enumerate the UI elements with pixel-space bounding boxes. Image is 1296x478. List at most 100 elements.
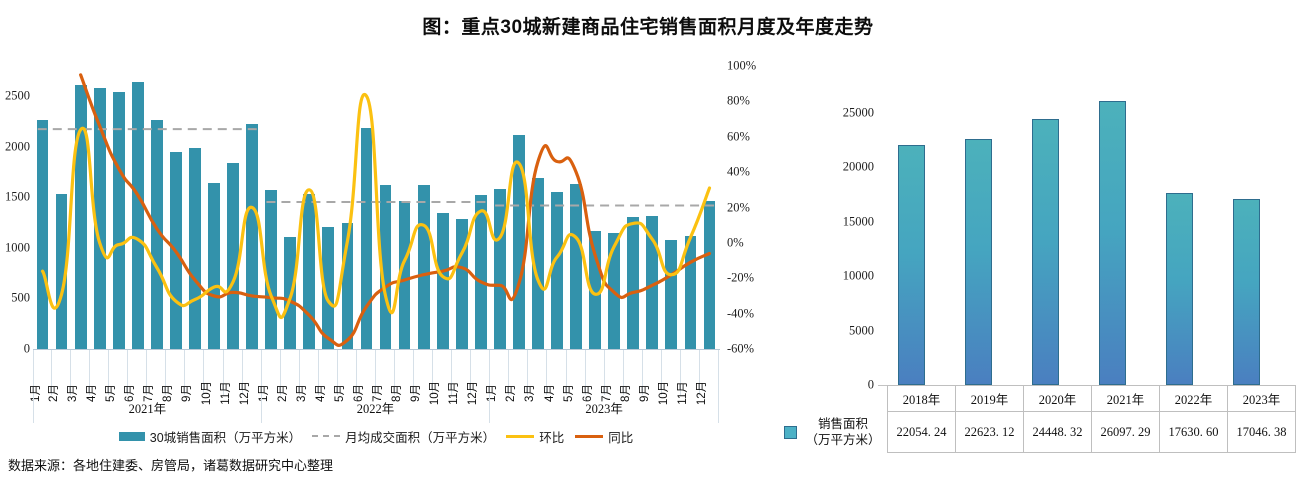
- annual-trend-chart: 0 5000 10000 15000 20000 25000 2018年 2019年 2020…: [778, 60, 1296, 453]
- legend-label-sales-area: 30城销售面积（万平方米）: [149, 430, 302, 445]
- table-column-header: 2022年: [1159, 385, 1228, 412]
- right-y-tick: 20%: [727, 200, 750, 214]
- month-tick-cell: 3月: [524, 350, 548, 402]
- legend-item-mom: 环比: [506, 427, 564, 446]
- table-column-header: 2019年: [955, 385, 1024, 412]
- month-tick-cell: 1月: [30, 350, 53, 402]
- month-tick-cell: 1月: [486, 350, 510, 402]
- monthly-bar: [570, 184, 582, 349]
- annual-y-tick: 15000: [842, 214, 874, 229]
- annual-bar: [1099, 100, 1126, 385]
- month-tick-cell: 8月: [162, 350, 186, 402]
- month-tick-cell: 5月: [563, 350, 586, 402]
- left-y-tick: 0: [23, 341, 30, 356]
- left-plot-area: [33, 66, 719, 349]
- left-y-tick: 2000: [5, 139, 30, 154]
- monthly-bar: [303, 194, 316, 349]
- year-group-label: 2023年: [490, 395, 719, 423]
- monthly-bar: [227, 162, 239, 349]
- month-tick-cell: 8月: [620, 350, 643, 402]
- monthly-bar: [74, 85, 87, 349]
- monthly-bar: [665, 239, 678, 349]
- table-cell-value: 24448. 32: [1023, 411, 1092, 453]
- table-cell-value: 17046. 38: [1227, 411, 1296, 453]
- left-y-axis: 0 500 1000 1500 2000 2500: [0, 66, 30, 356]
- monthly-bar: [208, 182, 220, 349]
- month-tick-cell: 4月: [86, 350, 110, 402]
- month-tick-cell: 3月: [296, 350, 319, 402]
- monthly-bar: [589, 230, 602, 349]
- month-tick-cell: 12月: [239, 350, 262, 405]
- annual-data-table: 2018年 2019年 2020年 2021年 2022年 2023年 销售面积 （万平方…: [778, 385, 1296, 453]
- month-tick-cell: 2月: [277, 350, 300, 402]
- table-corner: [778, 386, 888, 412]
- annual-y-axis: 0 5000 10000 15000 20000 25000: [818, 80, 874, 391]
- annual-y-tick: 25000: [842, 105, 874, 120]
- month-tick-cell: 10月: [658, 350, 681, 405]
- annual-bar: [965, 138, 992, 385]
- month-tick-cell: 11月: [220, 350, 243, 405]
- annual-y-tick: 10000: [842, 268, 874, 283]
- x-axis-line: [33, 349, 720, 350]
- yellow-line-swatch-icon: [506, 434, 535, 438]
- month-tick-cell: 7月: [372, 350, 396, 402]
- year-group-label: 2022年: [262, 395, 491, 423]
- orange-line-swatch-icon: [575, 434, 604, 438]
- bar-swatch-icon: [118, 431, 145, 441]
- legend-label-monthly-average: 月均成交面积（万平方米）: [345, 430, 496, 445]
- month-tick-cell: 11月: [677, 350, 700, 405]
- table-cell-value: 22054. 24: [887, 411, 956, 453]
- annual-bar: [1166, 192, 1193, 385]
- month-tick-cell: 11月: [448, 350, 472, 405]
- month-tick-cell: 8月: [391, 350, 415, 402]
- month-tick-cell: 6月: [124, 350, 148, 402]
- legend-label-yoy: 同比: [608, 430, 634, 445]
- right-y-axis: -60% -40% -20% 0% 20% 40% 60% 80% 100%: [723, 59, 771, 356]
- right-y-tick: -60%: [727, 341, 755, 356]
- right-y-tick: 40%: [727, 164, 750, 179]
- month-label-band: 1月 2月 3月 4月 5月 6月 7月 8月 9月 10月 11月 12月 1月 2月 3月 4月 5月 6月 7…: [30, 350, 719, 405]
- table-series-label: 销售面积 （万平方米）: [805, 417, 881, 447]
- monthly-bar: [131, 82, 144, 349]
- monthly-bar: [627, 217, 640, 349]
- monthly-bar: [551, 191, 563, 349]
- table-legend-cell: 销售面积 （万平方米）: [778, 412, 888, 453]
- month-tick-cell: 9月: [639, 350, 662, 402]
- month-tick-cell: 1月: [258, 350, 281, 402]
- annual-bar: [1233, 199, 1260, 385]
- month-tick-cell: 12月: [467, 350, 491, 405]
- annual-y-tick: 20000: [842, 159, 874, 174]
- monthly-bar: [360, 127, 373, 349]
- left-chart-legend: 30城销售面积（万平方米） 月均成交面积（万平方米） 环比 同比: [33, 423, 719, 449]
- year-group-label: 2021年: [33, 395, 262, 423]
- right-y-tick: -40%: [727, 306, 755, 321]
- table-row: 销售面积 （万平方米） 22054. 24 22623. 12 24448. 32 2…: [778, 411, 1296, 453]
- table-column-header: 2021年: [1091, 385, 1160, 412]
- month-tick-cell: 6月: [353, 350, 376, 402]
- monthly-bar: [112, 92, 125, 349]
- monthly-bar: [55, 194, 68, 349]
- right-y-tick: 100%: [727, 58, 757, 73]
- month-tick-cell: 9月: [181, 350, 205, 402]
- monthly-trend-chart: 0 500 1000 1500 2000 2500 -60% -40% -20% 0% 20% 40…: [0, 55, 778, 445]
- month-tick-cell: 6月: [582, 350, 605, 402]
- legend-item-sales-area: 30城销售面积（万平方米）: [118, 427, 302, 446]
- monthly-bar: [513, 134, 525, 349]
- table-column-header: 2020年: [1023, 385, 1092, 412]
- month-tick-cell: 2月: [48, 350, 72, 402]
- monthly-bar: [703, 200, 716, 349]
- yoy-line: [79, 73, 712, 347]
- monthly-bar: [493, 188, 506, 349]
- table-header-row: 2018年 2019年 2020年 2021年 2022年 2023年: [778, 385, 1296, 412]
- monthly-bar: [436, 213, 449, 349]
- table-column-header: 2018年: [887, 385, 956, 412]
- monthly-bar: [398, 200, 411, 349]
- month-tick-cell: 2月: [505, 350, 529, 402]
- legend-item-yoy: 同比: [575, 427, 633, 446]
- table-cell-value: 22623. 12: [955, 411, 1024, 453]
- month-tick-cell: 4月: [544, 350, 567, 402]
- legend-label-mom: 环比: [539, 430, 565, 445]
- source-note: 数据来源：各地住建委、房管局，诸葛数据研究中心整理: [8, 458, 334, 473]
- monthly-bar: [150, 119, 163, 349]
- right-y-tick: 80%: [727, 93, 750, 108]
